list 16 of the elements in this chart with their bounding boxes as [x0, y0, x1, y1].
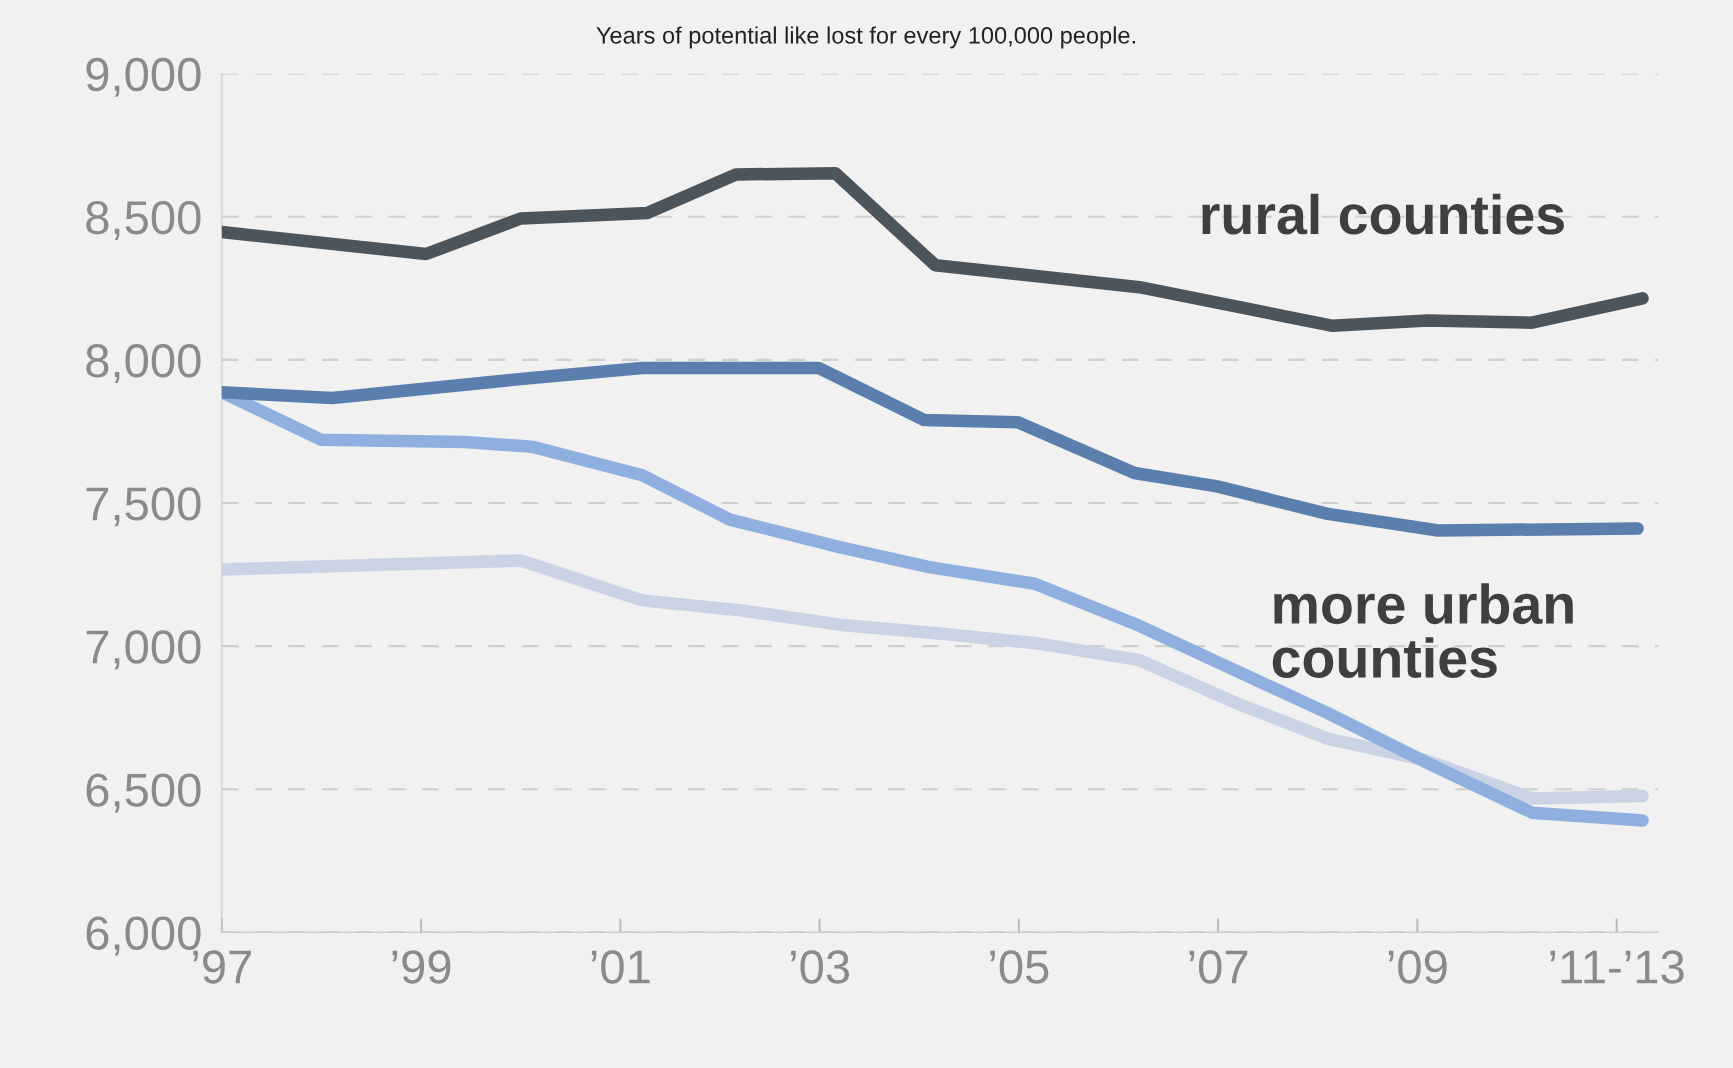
x-tick-label: ’09 — [1388, 950, 1447, 984]
y-tick-label: 7,500 — [86, 487, 201, 527]
y-tick-label: 7,000 — [86, 630, 201, 670]
y-tick-label: 6,500 — [86, 773, 201, 813]
annotation: more urban counties — [1272, 583, 1573, 678]
x-tick-label: ’05 — [990, 950, 1049, 984]
annotation: rural counties — [1202, 193, 1564, 235]
x-tick-label: ’11-’13 — [1550, 950, 1684, 984]
chart-title: Years of potential like lost for every 100,000 people. — [596, 26, 1135, 49]
x-tick-label: ’07 — [1189, 950, 1248, 984]
y-tick-label: 9,000 — [86, 57, 201, 97]
x-tick-label: ’99 — [392, 950, 451, 984]
y-tick-label: 8,500 — [86, 200, 201, 240]
x-tick-label: ’01 — [591, 950, 650, 984]
x-tick-label: ’03 — [791, 950, 850, 984]
y-tick-label: 8,000 — [86, 344, 201, 384]
